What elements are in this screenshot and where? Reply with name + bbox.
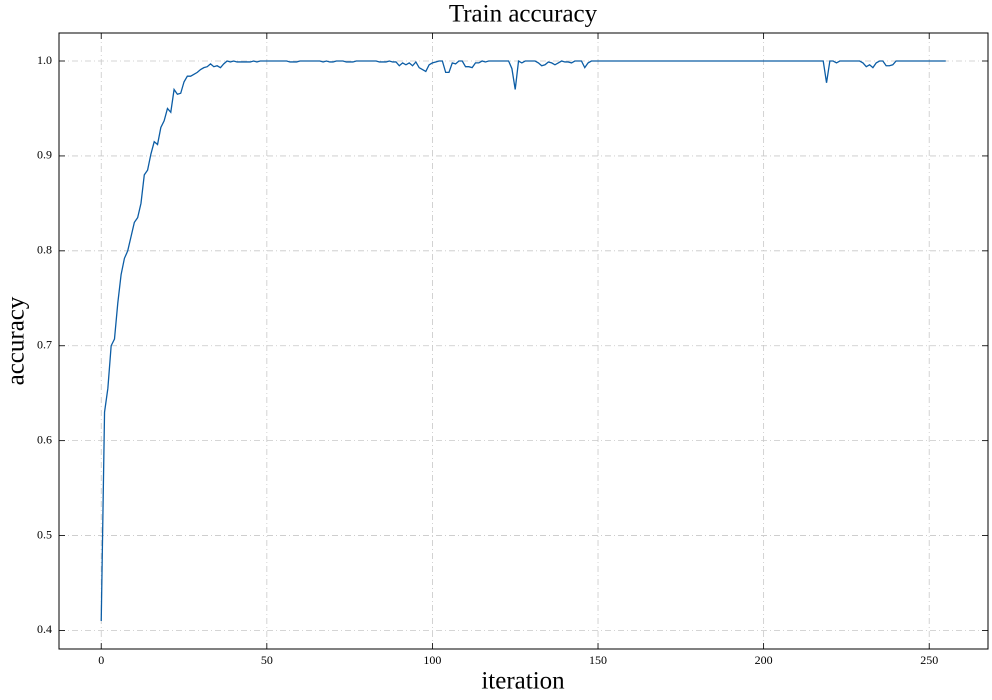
x-tick-label: 0 <box>98 653 104 667</box>
y-tick-label: 0.6 <box>37 432 52 446</box>
y-tick-label: 1.0 <box>37 53 52 67</box>
y-tick-label: 0.5 <box>37 527 52 541</box>
x-tick-label: 250 <box>920 653 938 667</box>
data-line <box>100 59 946 622</box>
x-tick-label: 150 <box>589 653 607 667</box>
x-tick-label: 200 <box>755 653 773 667</box>
x-axis-label: iteration <box>481 668 565 695</box>
y-tick-label: 0.4 <box>37 622 52 636</box>
plot-frame <box>58 32 989 650</box>
y-tick-label: 0.8 <box>37 243 52 257</box>
chart-title: Train accuracy <box>449 1 598 28</box>
y-tick-label: 0.9 <box>37 148 52 162</box>
y-axis-label: accuracy <box>3 296 30 385</box>
y-tick-label: 0.7 <box>37 337 52 351</box>
x-tick-label: 100 <box>423 653 441 667</box>
x-tick-label: 50 <box>261 653 273 667</box>
